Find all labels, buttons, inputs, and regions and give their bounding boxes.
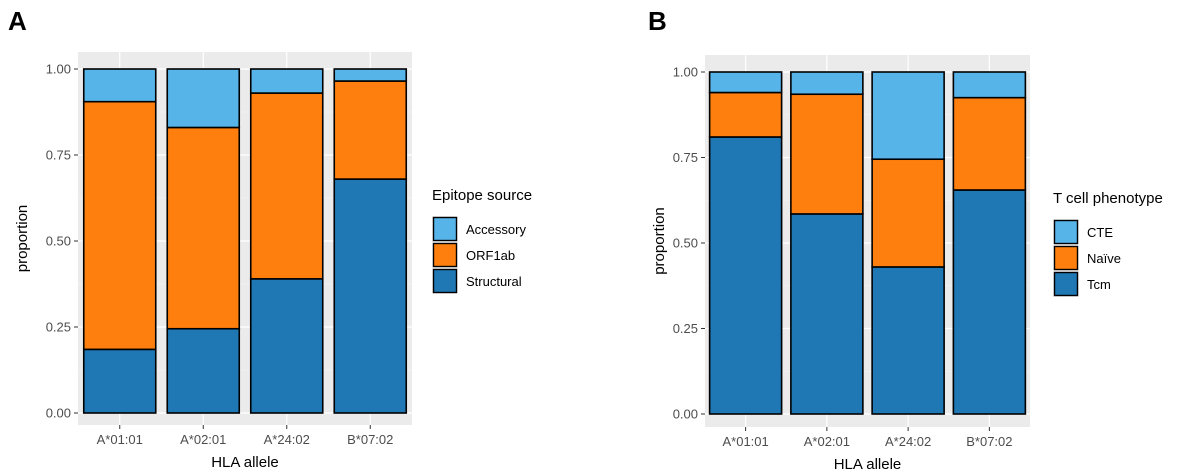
bar-accessory — [249, 68, 324, 94]
x-tick-label: A*01:01 — [722, 434, 768, 449]
legend-label: Accessory — [466, 222, 526, 237]
y-tick-label: 0.75 — [673, 150, 698, 165]
x-tick-label: A*24:02 — [885, 434, 931, 449]
bar-structural — [249, 278, 324, 414]
legend-label: CTE — [1087, 225, 1113, 240]
bar-na-ve — [790, 93, 864, 215]
legend-swatch — [1053, 271, 1079, 297]
x-tick-label: A*02:01 — [180, 432, 226, 447]
y-tick-label: 0.00 — [46, 406, 71, 421]
legend-title: Epitope source — [432, 187, 532, 204]
bar-tcm — [708, 136, 783, 415]
bar-cte — [790, 71, 864, 96]
panel-a: A 0.00 0.25 0.50 0.75 1.00 A*01:01 A*02:01 A*24:… — [8, 6, 532, 471]
x-tick-label: B*07:02 — [347, 432, 393, 447]
legend-title: T cell phenotype — [1053, 190, 1163, 207]
x-axis-title: HLA allele — [211, 454, 279, 471]
bar-structural — [166, 327, 241, 414]
y-tick-label: 0.00 — [673, 407, 698, 422]
panel-b: B 0.00 0.25 0.50 0.75 1.00 A*01:01 A*02:01 A*24:… — [648, 6, 1163, 472]
bar-orf1ab — [333, 80, 408, 180]
y-tick-label: 0.25 — [46, 320, 71, 335]
legend: Epitope source Accessory ORF1ab Structural — [432, 187, 532, 294]
y-tick-label: 0.75 — [46, 148, 71, 163]
bar-tcm — [952, 189, 1027, 415]
bar-cte — [708, 71, 783, 94]
y-tick-label: 0.50 — [46, 234, 71, 249]
legend-label: Structural — [466, 274, 522, 289]
legend-swatch — [432, 268, 458, 294]
x-tick-label: B*07:02 — [966, 434, 1012, 449]
bar-accessory — [166, 68, 241, 129]
panel-label: B — [648, 6, 667, 36]
bar-accessory — [333, 68, 408, 82]
bar-na-ve — [871, 158, 945, 268]
legend-label: Tcm — [1087, 277, 1111, 292]
legend: T cell phenotype CTE Naïve Tcm — [1053, 190, 1163, 297]
legend-swatch — [432, 242, 458, 268]
bar-tcm — [790, 213, 864, 415]
bar-tcm — [871, 266, 945, 415]
y-tick-label: 1.00 — [673, 65, 698, 80]
legend-swatch — [1053, 219, 1079, 245]
legend-label: ORF1ab — [466, 248, 515, 263]
y-tick-label: 1.00 — [46, 62, 71, 77]
y-axis-title: proportion — [651, 207, 668, 275]
legend-label: Naïve — [1087, 251, 1121, 266]
panel-label: A — [8, 6, 27, 36]
x-tick-label: A*24:02 — [264, 432, 310, 447]
bar-cte — [871, 71, 945, 161]
bar-orf1ab — [82, 100, 157, 351]
bar-structural — [82, 348, 157, 414]
x-tick-label: A*01:01 — [97, 432, 143, 447]
y-tick-label: 0.25 — [673, 321, 698, 336]
bar-accessory — [82, 68, 157, 103]
bar-structural — [333, 178, 408, 414]
legend-swatch — [432, 216, 458, 242]
bar-orf1ab — [249, 92, 324, 280]
bar-na-ve — [952, 96, 1027, 191]
x-tick-label: A*02:01 — [804, 434, 850, 449]
y-axis-title: proportion — [14, 205, 31, 273]
x-axis-title: HLA allele — [834, 456, 902, 472]
bar-na-ve — [708, 91, 783, 138]
y-tick-label: 0.50 — [673, 236, 698, 251]
legend-swatch — [1053, 245, 1079, 271]
bar-orf1ab — [166, 126, 241, 330]
bar-cte — [952, 71, 1027, 99]
